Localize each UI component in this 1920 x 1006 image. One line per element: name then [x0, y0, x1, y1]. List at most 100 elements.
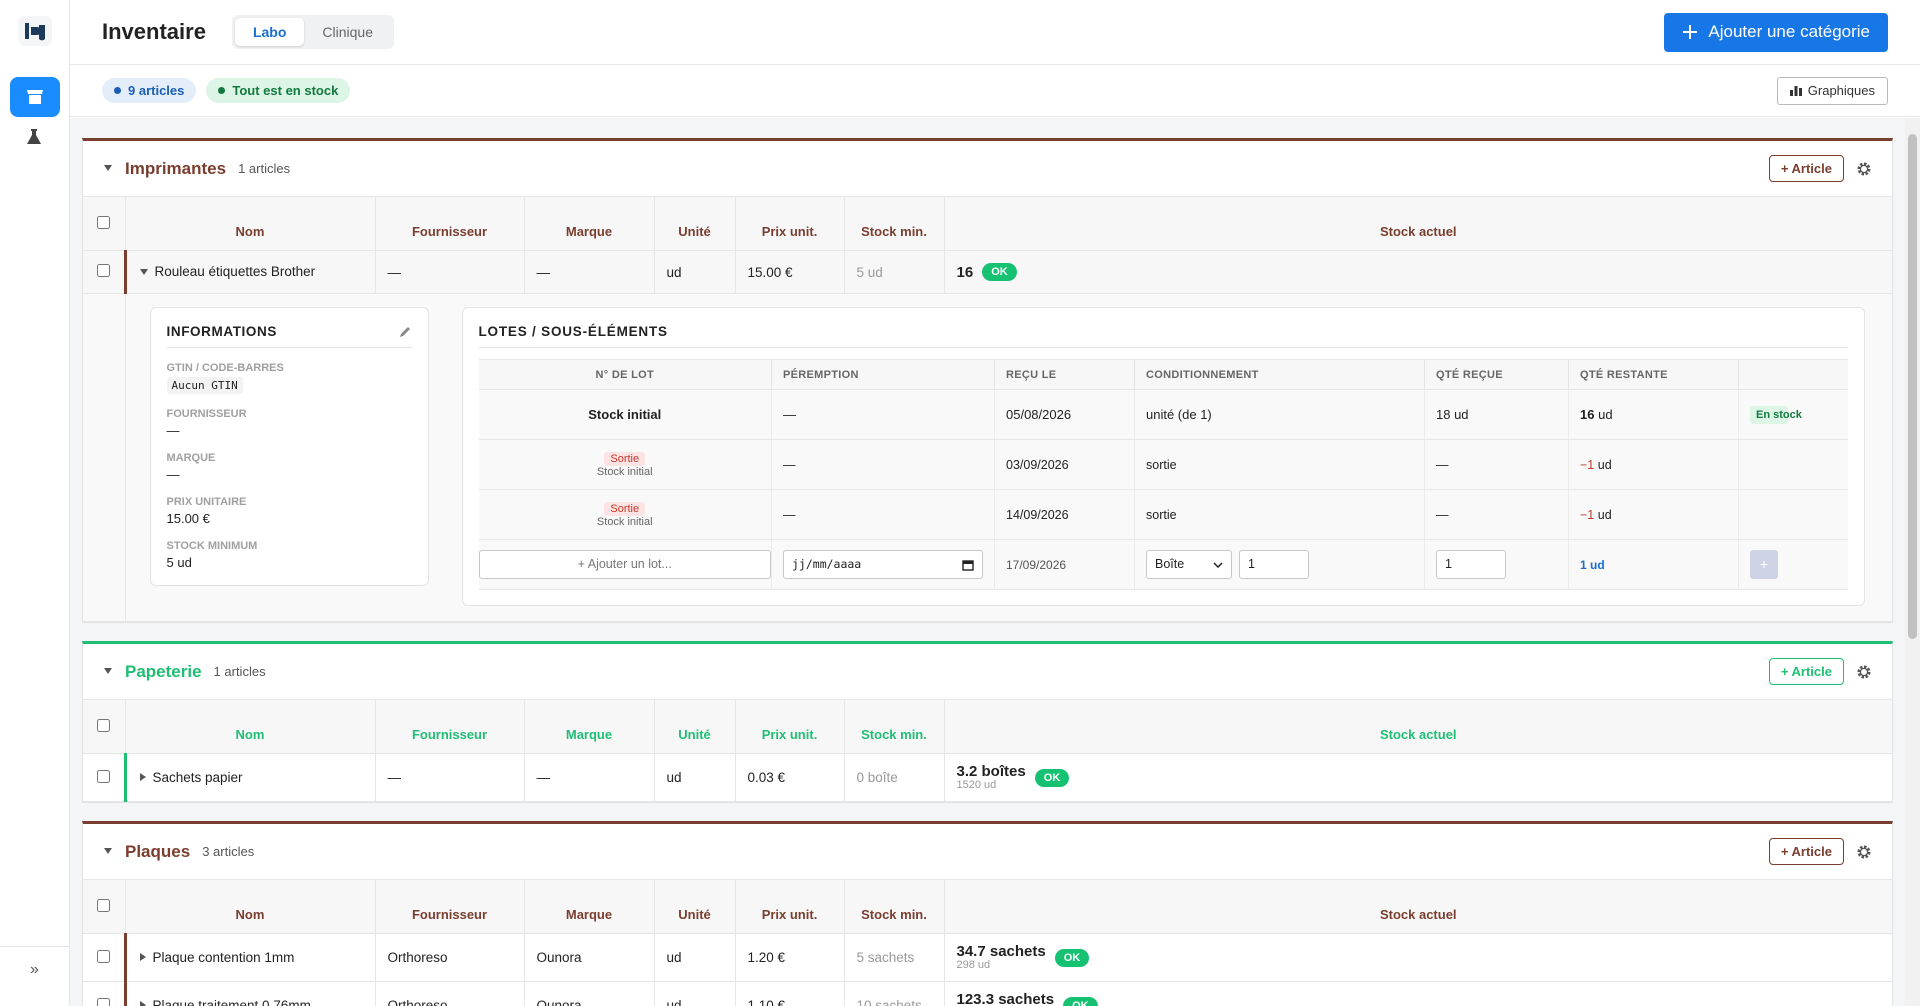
settings-icon[interactable] [1856, 664, 1872, 680]
stock: 123.3 sachets1225 ud [957, 992, 1055, 1006]
item-name: Rouleau étiquettes Brother [154, 264, 316, 280]
item-row[interactable]: Rouleau étiquettes Brother — — ud 15.00 €5 u… [83, 250, 1892, 294]
header-row: Nom Fournisseur Marque Unité Prix unit. Stock… [83, 196, 1892, 251]
collapse-arrow[interactable] [103, 663, 113, 681]
lot-status [1738, 489, 1848, 540]
button-label: Graphiques [1807, 83, 1875, 98]
expiry: — [771, 439, 995, 490]
checkbox[interactable] [97, 718, 111, 732]
expiry: — [771, 489, 995, 540]
header-row: Nom Fournisseur Marque Unité Prix unit. Stock… [83, 879, 1892, 934]
received: 14/09/2026 [994, 489, 1135, 540]
content: Imprimantes 1 articles + Article Nom Fournis… [70, 118, 1920, 1006]
lot-cell: Stock initial [478, 389, 772, 440]
badge: Tout est en stock [206, 78, 351, 103]
tbody: Rouleau étiquettes Brother — — ud 15.00 €5 u… [83, 250, 1892, 622]
detail-wrap: INFORMATIONS GTIN / CODE-BARRES Aucun GTIN… [149, 307, 1865, 606]
status-bar: 9 articles Tout est en stock Graphiques [70, 65, 1920, 117]
lot-name: Stock initial [596, 466, 653, 478]
add-article-button[interactable]: + Article [1768, 838, 1844, 865]
item-row[interactable]: Plaque contention 1mm Orthoreso Ounora ud 1.… [83, 933, 1892, 982]
field-label: PRIX UNITAIRE [166, 496, 247, 508]
settings-icon[interactable] [1856, 161, 1872, 177]
edit-icon[interactable] [398, 325, 412, 339]
cell: 1 ud [1568, 539, 1739, 590]
cell: Boîte 1 [1134, 539, 1425, 590]
stock-min: 5 ud [843, 250, 944, 294]
field-value: — [167, 423, 412, 438]
status-pill: OK [982, 263, 1017, 281]
nav-lab[interactable] [25, 128, 43, 146]
lots-box: LOTES / SOUS-ÉLÉMENTS N° DE LOT PÉREMPTION… [461, 307, 1865, 606]
status-pill: OK [1063, 996, 1098, 1006]
qty-input[interactable]: 1 [1436, 550, 1506, 579]
column-header: Unité [653, 699, 735, 754]
category-count: 1 articles [238, 161, 291, 176]
lot-cell: Sortie Stock initial [478, 439, 772, 490]
box-title: LOTES / SOUS-ÉLÉMENTS [478, 324, 1848, 348]
collapse-arrow[interactable] [103, 160, 113, 178]
checkbox[interactable] [96, 769, 110, 783]
supplier: — [374, 250, 524, 294]
column-header: N° DE LOT [478, 359, 772, 390]
remaining-qty: −1 [1580, 507, 1595, 522]
items-table: Nom Fournisseur Marque Unité Prix unit. Stock… [83, 879, 1892, 1006]
packaging-select[interactable]: Boîte [1146, 550, 1232, 579]
collapse-toggle[interactable]: » [0, 946, 69, 1006]
lots-table: N° DE LOT PÉREMPTION REÇU LE CONDITIONNEMEN… [478, 359, 1848, 590]
checkbox[interactable] [97, 898, 111, 912]
column-header: QTÉ REÇUE [1424, 359, 1569, 390]
add-article-button[interactable]: + Article [1768, 155, 1844, 182]
pack-qty-input[interactable]: 1 [1239, 550, 1309, 579]
unit: ud [653, 981, 735, 1006]
checkbox[interactable] [96, 997, 110, 1006]
category-count: 1 articles [213, 664, 266, 679]
date-input[interactable]: jj/mm/aaaa [783, 550, 983, 579]
item-row[interactable]: Plaque traitement 0.76mm Orthoreso Ounora u… [83, 981, 1892, 1006]
supplier: — [374, 753, 524, 802]
cell [83, 981, 125, 1006]
tab[interactable]: Clinique [322, 24, 373, 40]
row-arrow[interactable] [139, 770, 147, 785]
category-card: Papeterie 1 articles + Article Nom Fournisse… [82, 641, 1893, 803]
header-cell [83, 879, 125, 934]
name-cell: Plaque contention 1mm [123, 933, 375, 982]
price: 1.20 € [734, 933, 844, 982]
settings-icon[interactable] [1856, 844, 1872, 860]
remaining: 1 ud [1580, 558, 1605, 572]
unit: ud [653, 753, 735, 802]
qty-received: — [1424, 489, 1569, 540]
field-value: 5 ud [167, 555, 412, 570]
remaining-unit: ud [1597, 507, 1612, 522]
stock-cell: 16 OK [943, 250, 1892, 294]
column-header: Stock actuel [943, 196, 1892, 251]
add-category-button[interactable]: Ajouter une catégorie [1664, 12, 1888, 52]
field-value: Aucun GTIN [166, 377, 412, 394]
checkbox[interactable] [96, 264, 110, 277]
item-name: Plaque contention 1mm [152, 949, 295, 965]
field-label: MARQUE [166, 452, 216, 464]
expiry: — [771, 389, 995, 440]
header-row: N° DE LOT PÉREMPTION REÇU LE CONDITIONNEMEN… [478, 359, 1848, 390]
status-pill: OK [1054, 948, 1090, 967]
column-header: Nom [124, 196, 375, 251]
item-name: Plaque traitement 0.76mm [152, 997, 311, 1006]
checkbox[interactable] [97, 215, 111, 229]
column-header: Stock min. [843, 699, 944, 754]
item-row[interactable]: Sachets papier — — ud 0.03 €0 boîte 3.2 boîte… [83, 753, 1892, 802]
stock-cell: 34.7 sachets 298 ud OK [943, 933, 1892, 982]
nav-inventory[interactable] [10, 77, 60, 117]
charts-button[interactable]: Graphiques [1776, 76, 1888, 105]
collapse-arrow[interactable] [103, 843, 113, 861]
row-arrow[interactable] [139, 265, 149, 280]
row-arrow[interactable] [139, 950, 147, 965]
checkbox[interactable] [96, 949, 110, 963]
lot-input[interactable]: + Ajouter un lot... [478, 550, 771, 579]
tab[interactable]: Labo [234, 18, 305, 46]
row-arrow[interactable] [139, 998, 147, 1006]
column-header: Stock actuel [943, 879, 1892, 934]
add-lot-button[interactable]: + [1750, 550, 1778, 579]
add-article-button[interactable]: + Article [1768, 658, 1844, 685]
stock-min: 5 sachets [843, 933, 944, 982]
